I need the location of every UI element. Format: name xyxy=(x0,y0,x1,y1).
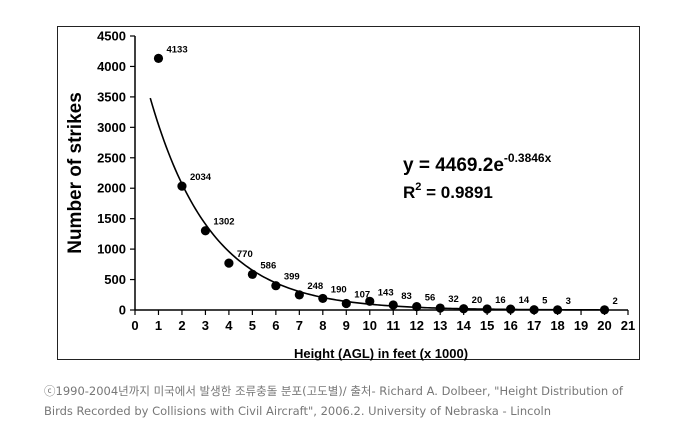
x-tick-label: 17 xyxy=(527,318,541,333)
y-axis-title: Number of strikes xyxy=(65,92,86,254)
caption-line-1: ⓒ1990-2004년까지 미국에서 발생한 조류충돌 분포(고도별)/ 출처-… xyxy=(44,384,623,398)
data-label: 32 xyxy=(448,294,459,305)
x-tick-label: 14 xyxy=(456,318,471,333)
x-tick-label: 18 xyxy=(550,318,564,333)
y-tick-label: 3000 xyxy=(97,120,126,135)
data-point xyxy=(552,305,563,315)
data-point xyxy=(247,269,257,279)
x-tick-label: 21 xyxy=(621,318,635,333)
x-tick-label: 16 xyxy=(503,318,517,333)
figure-caption: ⓒ1990-2004년까지 미국에서 발생한 조류충돌 분포(고도별)/ 출처-… xyxy=(44,381,664,421)
data-label: 56 xyxy=(425,293,436,304)
data-label: 248 xyxy=(307,281,323,292)
data-label: 4133 xyxy=(166,44,187,55)
y-tick-label: 4500 xyxy=(97,29,126,44)
r-squared-symbol: R xyxy=(403,183,415,202)
trend-equation: y = 4469.2e-0.3846x xyxy=(403,151,552,176)
data-point xyxy=(388,300,398,310)
data-point xyxy=(506,304,516,314)
x-tick-label: 10 xyxy=(363,318,377,333)
x-tick-label: 1 xyxy=(155,318,162,333)
data-point xyxy=(482,304,492,314)
data-point xyxy=(224,258,234,268)
data-label: 83 xyxy=(401,291,412,302)
x-tick-label: 12 xyxy=(409,318,423,333)
caption-line-2: Birds Recorded by Collisions with Civil … xyxy=(44,404,552,418)
y-tick-label: 3500 xyxy=(97,89,126,104)
data-point xyxy=(529,305,539,315)
y-tick-label: 1000 xyxy=(97,242,126,257)
x-axis-title: Height (AGL) in feet (x 1000) xyxy=(294,346,468,361)
x-tick-label: 19 xyxy=(574,318,588,333)
trendline-curve xyxy=(149,97,605,311)
data-label: 20 xyxy=(472,295,483,306)
data-label: 143 xyxy=(378,287,394,298)
data-point xyxy=(153,53,164,63)
data-point xyxy=(294,290,304,300)
x-tick-label: 2 xyxy=(178,318,185,333)
x-tick-label: 11 xyxy=(386,318,400,333)
x-tick-label: 13 xyxy=(433,318,447,333)
data-label: 190 xyxy=(331,284,347,295)
x-tick-label: 8 xyxy=(319,318,326,333)
data-point xyxy=(459,304,469,314)
data-label: 5 xyxy=(542,296,548,307)
data-label: 3 xyxy=(566,296,571,307)
y-tick-label: 2000 xyxy=(97,181,126,196)
equation-main: y = 4469.2e xyxy=(403,155,504,176)
data-point xyxy=(271,281,281,291)
data-label: 2 xyxy=(613,296,618,307)
y-tick-label: 2500 xyxy=(97,150,126,165)
x-tick-label: 3 xyxy=(202,318,209,333)
y-tick-label: 500 xyxy=(104,272,126,287)
equation-exponent: -0.3846x xyxy=(504,151,552,165)
y-tick-label: 4000 xyxy=(97,59,126,74)
r-squared: R2 = 0.9891 xyxy=(403,181,493,202)
x-tick-label: 0 xyxy=(131,318,138,333)
y-tick-label: 0 xyxy=(119,303,126,318)
x-tick-label: 6 xyxy=(272,318,279,333)
data-label: 14 xyxy=(519,295,530,306)
data-point xyxy=(365,296,375,306)
r-squared-value: = 0.9891 xyxy=(421,183,492,202)
data-label: 16 xyxy=(495,295,506,306)
data-label: 770 xyxy=(237,249,253,260)
data-points xyxy=(153,53,610,315)
data-label: 399 xyxy=(284,272,300,283)
x-tick-label: 7 xyxy=(296,318,303,333)
x-tick-label: 9 xyxy=(343,318,350,333)
data-point xyxy=(200,226,211,236)
y-axis-ticks: 0 500 1000 1500 2000 2500 3000 3500 4000 4500 xyxy=(97,29,135,318)
x-tick-label: 15 xyxy=(480,318,494,333)
data-label: 2034 xyxy=(190,172,212,183)
data-point xyxy=(318,293,328,304)
data-point xyxy=(599,305,610,315)
data-label: 586 xyxy=(260,260,276,271)
data-label: 1302 xyxy=(213,217,234,228)
x-tick-label: 5 xyxy=(249,318,256,333)
data-point xyxy=(341,298,351,309)
x-axis-ticks: 0 1 2 3 4 5 6 7 8 9 10 11 12 13 14 15 16 17 18 19 20 21 xyxy=(131,310,635,333)
data-point xyxy=(177,181,187,191)
data-label: 107 xyxy=(354,289,370,300)
data-point xyxy=(412,301,422,312)
x-tick-label: 20 xyxy=(597,318,611,333)
x-tick-label: 4 xyxy=(225,318,233,333)
y-tick-label: 1500 xyxy=(97,211,126,226)
data-point xyxy=(435,303,445,313)
r-squared-superscript: 2 xyxy=(415,181,421,193)
